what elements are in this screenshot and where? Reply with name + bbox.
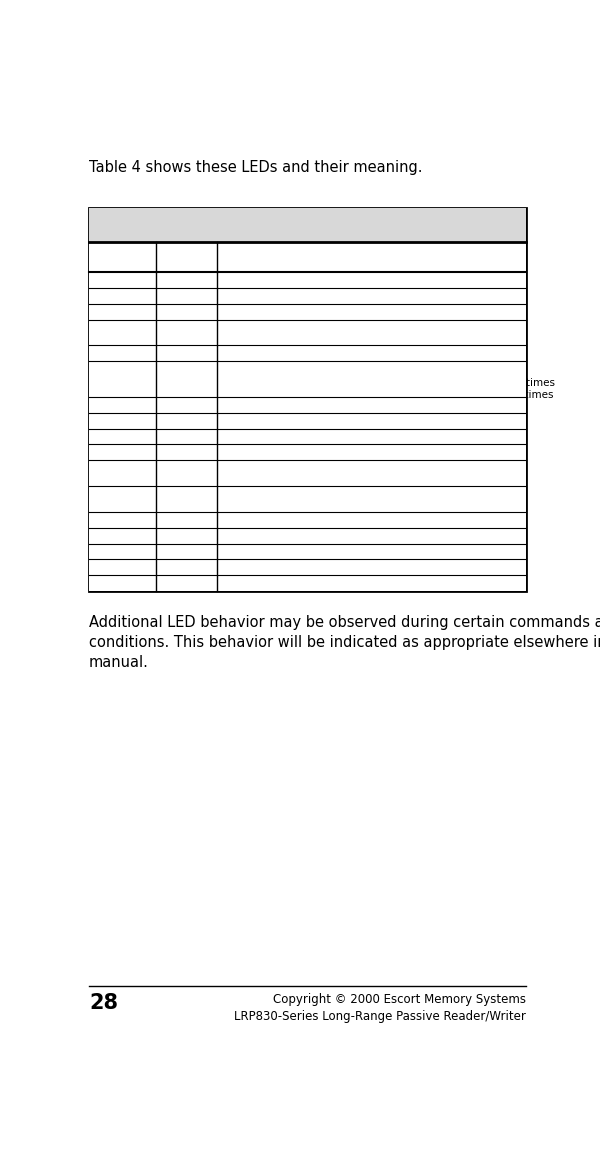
Text: manual.: manual.	[89, 655, 149, 669]
Text: Unsuccessful RF command (.5 sec. flash)
Entering Download Mode via DIP switch 5 : Unsuccessful RF command (.5 sec. flash) …	[221, 324, 496, 346]
Text: green/red: green/red	[160, 366, 215, 375]
Text: ERROR: ERROR	[92, 324, 131, 333]
Text: COM2: COM2	[92, 490, 126, 501]
Bar	[89, 528, 526, 544]
Text: green: green	[160, 350, 193, 359]
Text: Data transfer (RX/TX): red: Data transfer (RX/TX): red	[221, 516, 356, 526]
Text: Successful RF command - 1 .5 sec.  flash: Successful RF command - 1 .5 sec. flash	[221, 350, 434, 359]
Bar	[89, 460, 526, 486]
Text: green: green	[160, 547, 193, 558]
Text: RF Data Transfer: RF Data Transfer	[221, 292, 307, 302]
Bar	[89, 288, 526, 303]
Text: yellow: yellow	[160, 449, 196, 459]
Text: green/red: green/red	[160, 490, 215, 501]
Text: LRP830-Series Long-Range Passive Reader/Writer: LRP830-Series Long-Range Passive Reader/…	[234, 1010, 526, 1023]
Text: LED: LED	[92, 246, 118, 259]
Bar	[89, 559, 526, 575]
Text: yellow: yellow	[160, 432, 196, 443]
Text: 28: 28	[89, 994, 118, 1013]
Text: Red: Red	[160, 324, 181, 333]
Text: Input active: Input active	[221, 417, 283, 426]
Bar	[89, 511, 526, 528]
Text: yellow: yellow	[160, 401, 196, 411]
Bar	[89, 208, 526, 243]
Text: OUT-B: OUT-B	[92, 547, 127, 558]
Text: COM1: COM1	[92, 465, 126, 474]
Text: IN-B: IN-B	[92, 417, 116, 426]
Text: green: green	[160, 532, 193, 541]
Text: Incoming data (RX): red
Outgoing data (TX): green: Incoming data (RX): red Outgoing data (T…	[221, 490, 357, 512]
Text: Output active: Output active	[221, 564, 292, 574]
Text: red: red	[160, 516, 178, 526]
Text: PWR: PWR	[92, 277, 118, 286]
Text: OUT-D: OUT-D	[92, 580, 128, 589]
Bar	[89, 243, 526, 272]
Text: ANT: ANT	[92, 308, 115, 318]
Text: red: red	[160, 308, 178, 318]
Bar	[89, 486, 526, 511]
Text: Additional LED behavior may be observed during certain commands and: Additional LED behavior may be observed …	[89, 616, 600, 631]
Text: green: green	[160, 564, 193, 574]
Bar	[89, 575, 526, 591]
Text: Copyright © 2000 Escort Memory Systems: Copyright © 2000 Escort Memory Systems	[273, 994, 526, 1006]
Text: OUT-C: OUT-C	[92, 564, 127, 574]
Text: CONFIG: CONFIG	[92, 350, 136, 359]
Bar	[89, 544, 526, 559]
Text: IN-D: IN-D	[92, 449, 117, 459]
Text: Output active: Output active	[221, 547, 292, 558]
Text: IN-C: IN-C	[92, 432, 116, 443]
Text: Antenna on and tag in field: Antenna on and tag in field	[221, 308, 363, 318]
Bar	[89, 208, 526, 591]
Text: Table 4 — LED Indicators: Table 4 — LED Indicators	[211, 218, 404, 232]
Text: Incoming data (RX): red
Outgoing data (TX): green: Incoming data (RX): red Outgoing data (T…	[221, 465, 357, 487]
Text: Output active: Output active	[221, 580, 292, 589]
Text: DeviceNet: DeviceNet	[92, 516, 151, 526]
Bar	[89, 396, 526, 413]
Text: Table 4 shows these LEDs and their meaning.: Table 4 shows these LEDs and their meani…	[89, 160, 422, 175]
Text: Input active: Input active	[221, 432, 283, 443]
Text: OUT-A: OUT-A	[92, 532, 127, 541]
Text: Input active: Input active	[221, 449, 283, 459]
Text: green/red: green/red	[160, 465, 215, 474]
Bar	[89, 272, 526, 288]
Text: Input active: Input active	[221, 401, 283, 411]
Text: ERROR +
CONFIG: ERROR + CONFIG	[92, 366, 145, 388]
Text: RF: RF	[92, 292, 107, 302]
Text: The LRP830 is receiving power: The LRP830 is receiving power	[221, 277, 380, 286]
Text: green: green	[160, 580, 193, 589]
Bar	[89, 345, 526, 361]
Text: conditions. This behavior will be indicated as appropriate elsewhere in this: conditions. This behavior will be indica…	[89, 636, 600, 650]
Bar	[89, 413, 526, 429]
Text: Entering Operating Mode - 4 alternate flashes
Configuration Mode initiated (CTRL: Entering Operating Mode - 4 alternate fl…	[221, 366, 554, 400]
Bar	[89, 429, 526, 444]
Text: yellow: yellow	[160, 417, 196, 426]
Text: Color: Color	[160, 246, 195, 259]
Bar	[89, 303, 526, 320]
Bar	[89, 320, 526, 345]
Bar	[89, 361, 526, 396]
Text: green: green	[160, 292, 193, 302]
Text: Output active: Output active	[221, 532, 292, 541]
Bar	[89, 444, 526, 460]
Text: Indicates: Indicates	[221, 246, 281, 259]
Text: red: red	[160, 277, 178, 286]
Text: IN-A: IN-A	[92, 401, 116, 411]
